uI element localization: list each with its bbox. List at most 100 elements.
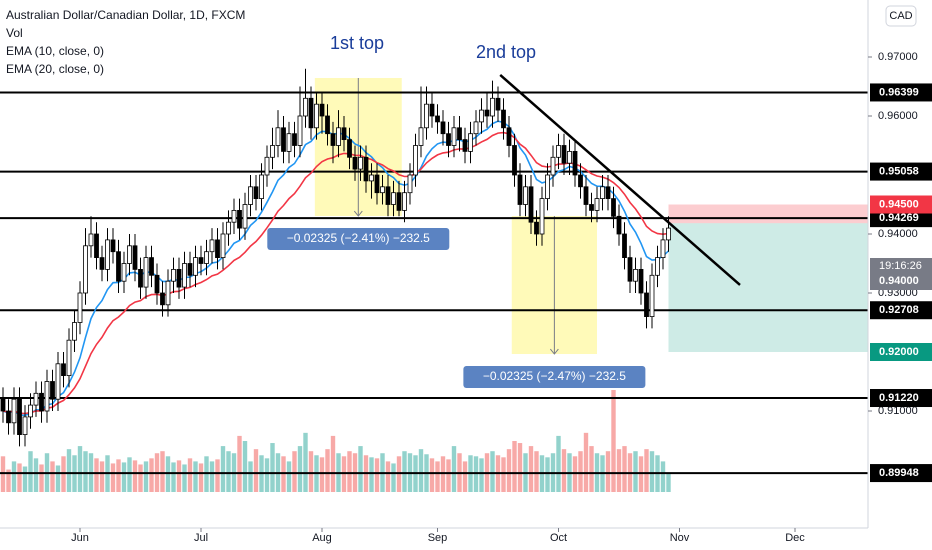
candle-body <box>6 410 11 424</box>
volume-bar <box>248 461 253 492</box>
plot-area: −0.02325 (−2.41%) −232.5 −0.02325 (−2.47%… <box>0 68 868 492</box>
candle-body <box>336 127 341 146</box>
volume-bar <box>440 456 446 492</box>
candle-body <box>638 268 644 294</box>
candle-body <box>297 115 303 146</box>
candle-body <box>644 292 649 317</box>
candle-body <box>281 127 286 152</box>
volume-bar <box>220 446 226 492</box>
measure-label-box <box>267 228 450 251</box>
candle-body <box>429 103 435 117</box>
volume-bar <box>303 432 308 492</box>
candle-body <box>110 239 116 253</box>
currency-button[interactable] <box>885 5 917 27</box>
volume-bar <box>270 443 275 492</box>
target-zone <box>668 223 868 352</box>
trendline <box>499 74 741 286</box>
volume-bar <box>55 465 61 492</box>
candle-body <box>94 233 99 258</box>
candle-body <box>259 174 264 199</box>
volume-bar <box>83 451 88 492</box>
volume-bar <box>253 449 259 492</box>
candle-body <box>149 257 154 276</box>
candle-body <box>501 109 506 129</box>
candle-body <box>369 174 374 182</box>
volume-bar <box>242 441 248 492</box>
volume-bar <box>556 435 561 492</box>
volume-bar <box>325 449 330 492</box>
volume-bar <box>28 451 33 492</box>
candle-body <box>314 103 319 129</box>
volume-bar <box>611 390 616 492</box>
currency-label: CAD <box>889 10 912 22</box>
volume-bar <box>347 451 352 492</box>
candle-body <box>517 174 523 205</box>
volume-bar <box>374 458 380 492</box>
candle-body <box>457 127 462 140</box>
volume-bar <box>143 461 149 492</box>
candle-body <box>33 392 39 406</box>
volume-bar <box>319 457 325 492</box>
candle-body <box>330 133 336 146</box>
candle-body <box>655 257 660 276</box>
candle-body <box>462 139 468 152</box>
volume-bar <box>446 459 451 492</box>
candle-body <box>358 156 363 170</box>
candle-body <box>116 251 121 282</box>
volume-bar <box>616 449 622 492</box>
volume-bar <box>528 446 534 492</box>
candle-body <box>396 192 402 211</box>
volume-bar <box>561 449 567 492</box>
candle-body <box>545 174 550 199</box>
volume-bar <box>176 460 182 492</box>
candle-body <box>534 221 539 235</box>
price-label-tag <box>870 389 932 408</box>
candle-body <box>567 150 572 164</box>
volume-bar <box>94 458 99 492</box>
volume-bar <box>391 463 396 492</box>
candle-body <box>594 198 600 211</box>
price-label-text: 0.96399 <box>879 86 919 98</box>
y-tick-label: 0.94000 <box>878 228 918 240</box>
candle-body <box>83 245 88 294</box>
volume-bar <box>660 461 666 492</box>
volume-bar <box>281 456 286 492</box>
volume-bar <box>534 451 539 492</box>
volume-bar <box>138 464 143 492</box>
candle-body <box>209 239 215 253</box>
candle-body <box>627 257 633 282</box>
candle-body <box>374 174 380 194</box>
measure-arrowhead <box>353 210 363 217</box>
volume-bar <box>264 458 270 492</box>
candle-body <box>204 251 209 264</box>
measure-label-box <box>463 366 646 389</box>
candle-body <box>143 257 149 288</box>
price-axis: 0.970000.960000.940000.930000.910000.963… <box>868 51 932 483</box>
volume-bar <box>11 461 17 492</box>
volume-bar <box>396 456 402 492</box>
volume-bar <box>171 462 176 492</box>
candle-body <box>231 209 237 223</box>
volume-bar <box>226 451 231 492</box>
volume-bar <box>237 435 242 492</box>
x-tick-label: Jul <box>194 532 208 544</box>
candle-body <box>105 239 110 270</box>
ema-line <box>2 131 669 415</box>
volume-bar <box>578 451 583 492</box>
candle-body <box>248 186 253 205</box>
volume-bar <box>39 464 44 492</box>
candle-body <box>319 103 325 117</box>
price-label-text: 0.92000 <box>879 346 919 358</box>
x-tick-label: Nov <box>670 532 690 544</box>
volume-bar <box>17 463 22 492</box>
volume-bar <box>583 432 589 492</box>
candle-body <box>572 150 578 176</box>
price-label-text: 0.89948 <box>879 467 919 479</box>
volume-bar <box>605 451 611 492</box>
price-label-tag <box>870 464 932 483</box>
volume-bar <box>633 451 638 492</box>
volume-bar <box>506 449 512 492</box>
candle-body <box>589 204 594 211</box>
volume-bar <box>369 457 374 492</box>
